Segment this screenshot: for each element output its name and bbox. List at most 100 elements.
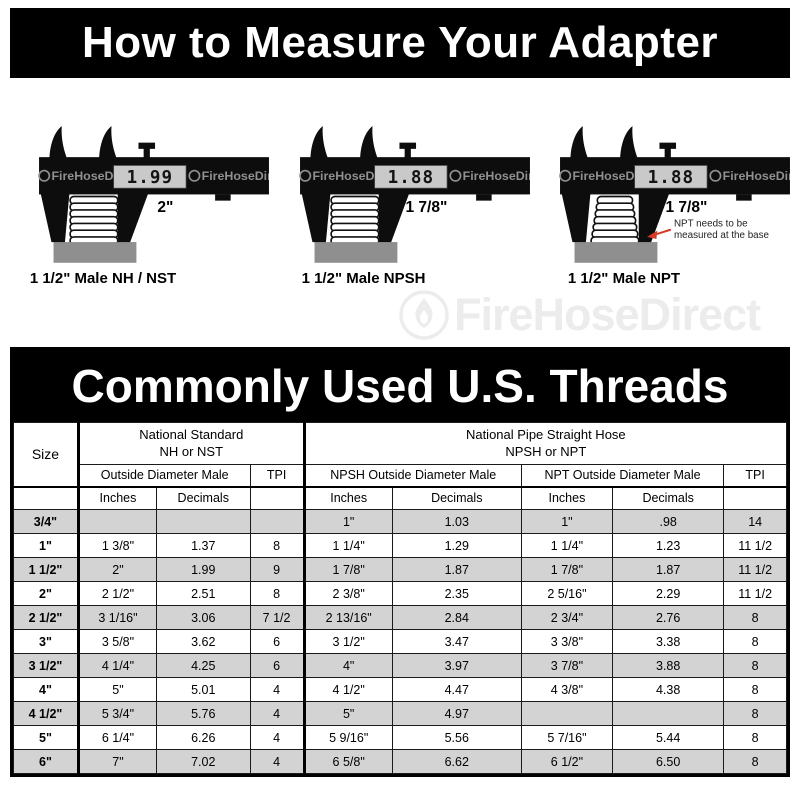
caliper-display [634,165,708,189]
cell-npt_in: 2 5/16" [520,581,614,606]
cell-npsh_dec: 6.62 [391,749,522,774]
cell-npt_in: 1 1/4" [520,533,614,558]
brand-watermark-text: FireHoseDirect [454,289,761,340]
upper-jaw-right-icon [620,126,639,162]
cell-npsh_in: 1" [302,509,393,534]
display-value: 1.88 [387,168,434,188]
thumb-screw-stem [664,147,671,160]
beam-watermark-logo-icon [709,169,722,182]
beam-watermark-logo-icon [38,169,51,182]
caliper-diagram-npsh: FireHoseDirect 1.88 FireHoseDirect 1 7/8… [271,124,530,287]
caliper-icon: FireHoseDirect 1.88 FireHoseDirect 1 7/8… [559,126,790,263]
cell-tpi: 8 [723,725,787,750]
note-arrow-icon [653,228,672,236]
nh-group-line2: NH or NST [159,443,224,459]
cell-size: 1 1/2" [13,557,79,582]
cell-npsh_in: 4 1/2" [302,677,393,702]
cell-nh_in: 5" [76,677,157,702]
cell-tpi: 8 [723,653,787,678]
threads-table: Size National Standard NH or NST Nationa… [13,422,788,774]
cell-nh_dec [155,509,251,534]
unit-inches-npt: Inches [520,485,614,510]
cell-npsh_dec: 2.35 [391,581,522,606]
cell-nh_dec: 7.02 [155,749,251,774]
caliper-diagrams: FireHoseDirect 1.99 FireHoseDirect 2" 1 … [10,124,790,287]
cell-nh_dec: 6.26 [155,725,251,750]
table-row: 5" 6 1/4" 6.26 4 5 9/16" 5.56 5 7/16" 5.44 8 [13,725,787,750]
col-group-nh: National Standard NH or NST [76,422,305,465]
nh-group-line1: National Standard [139,427,244,443]
upper-jaw-left-icon [570,126,590,162]
cell-size: 3 1/2" [13,653,79,678]
measurement-label: 2" [157,199,173,216]
cell-npsh_in: 2 13/16" [302,605,393,630]
unit-blank [723,485,787,510]
cell-size: 4 1/2" [13,701,79,726]
cell-npt_dec: 1.87 [612,557,725,582]
cell-npt_dec: 1.23 [612,533,725,558]
header-sub-row: Outside Diameter Male TPI NPSH Outside D… [14,464,787,487]
cell-nh_in: 2 1/2" [76,581,157,606]
cell-tpi: 8 [723,749,787,774]
threads [590,195,640,246]
diagram-caption: 1 1/2" Male NPSH [301,270,426,287]
cell-nh_tpi: 7 1/2 [249,605,305,630]
thumb-screw-icon [398,142,416,149]
cell-tpi: 14 [723,509,787,534]
caliper-display [113,165,187,189]
thumb-screw-icon [138,142,156,149]
thumb-screw-icon [659,142,677,149]
unit-inches-npsh: Inches [302,485,393,510]
thumb-screw-stem [404,147,411,160]
cell-nh_tpi: 4 [249,749,305,774]
threads-section: Commonly Used U.S. Threads Size National… [10,347,790,777]
table-row: 4 1/2" 5 3/4" 5.76 4 5" 4.97 8 [13,701,787,726]
cell-nh_in: 7" [76,749,157,774]
table-row: 2" 2 1/2" 2.51 8 2 3/8" 2.35 2 5/16" 2.29 11 1/2 [13,581,787,606]
cell-npt_dec: 2.76 [612,605,725,630]
cell-npsh_in: 4" [302,653,393,678]
cell-size: 3" [13,629,79,654]
cell-npsh_dec: 4.47 [391,677,522,702]
upper-jaw-left-icon [309,126,329,162]
cell-nh_in: 3 5/8" [76,629,157,654]
cell-nh_tpi [249,509,305,534]
cell-tpi: 11 1/2 [723,581,787,606]
unit-blank [249,485,305,510]
fixed-jaw [39,186,71,243]
cell-nh_in: 2" [76,557,157,582]
table-row: 1" 1 3/8" 1.37 8 1 1/4" 1.29 1 1/4" 1.23 11 1/2 [13,533,787,558]
cell-nh_tpi: 4 [249,701,305,726]
cell-npt_dec: 5.44 [612,725,725,750]
table-body: 3/4" 1" 1.03 1" .98 14 1" 1 3/8" 1.37 8 1 1/4" 1.29… [13,509,787,774]
cell-size: 4" [13,677,79,702]
cell-tpi: 8 [723,605,787,630]
cell-npt_dec: 2.29 [612,581,725,606]
display-value: 1.99 [127,168,174,188]
cell-nh_in: 6 1/4" [76,725,157,750]
col-header-size: Size [13,422,79,487]
measurement-label: 1 7/8" [665,199,707,216]
table-banner: Commonly Used U.S. Threads [13,350,787,422]
beam-watermark: FireHoseDirect [462,169,529,183]
cell-nh_tpi: 8 [249,533,305,558]
cell-npt_in: 3 7/8" [520,653,614,678]
cell-npsh_dec: 1.87 [391,557,522,582]
beam-watermark-logo-icon [298,169,311,182]
cell-npsh_dec: 1.29 [391,533,522,558]
cell-nh_tpi: 6 [249,653,305,678]
cell-nh_dec: 1.99 [155,557,251,582]
cell-tpi: 8 [723,701,787,726]
cell-nh_dec: 3.06 [155,605,251,630]
fixed-jaw [299,186,331,243]
cell-npsh_dec: 3.97 [391,653,522,678]
col-header-tpi-npsh: TPI [723,464,787,487]
cell-npt_in [520,701,614,726]
upper-jaw-right-icon [359,126,379,162]
display-value: 1.88 [648,168,695,188]
cell-npsh_dec: 3.47 [391,629,522,654]
cell-size: 2 1/2" [13,605,79,630]
header-group-row: Size National Standard NH or NST Nationa… [13,422,788,487]
moving-jaw [638,186,672,243]
col-group-npsh: National Pipe Straight Hose NPSH or NPT [302,422,788,465]
